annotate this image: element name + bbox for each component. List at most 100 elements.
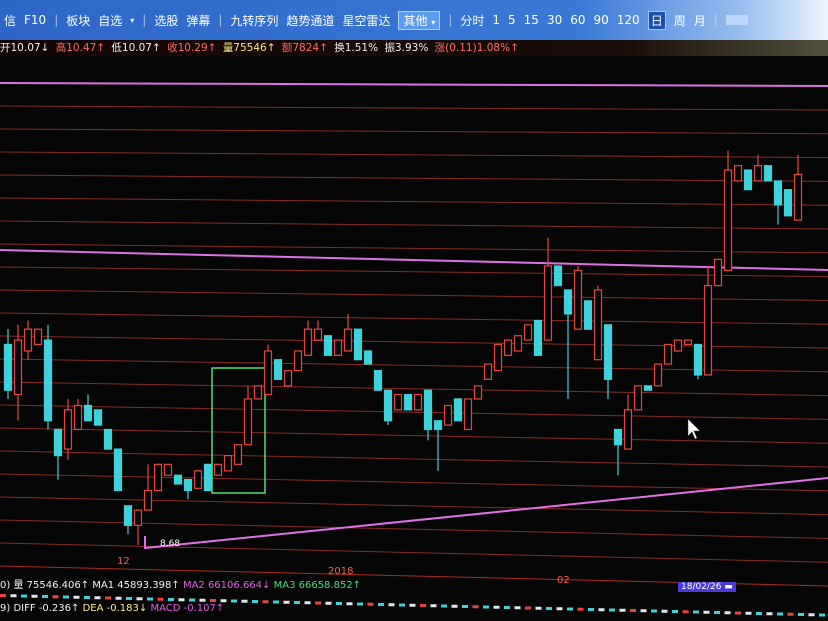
volume-dot <box>147 597 153 601</box>
candle-body <box>783 189 793 217</box>
toolbar-danmaku[interactable]: 弹幕 <box>186 13 211 28</box>
candle <box>663 343 673 365</box>
candle-body <box>103 428 113 450</box>
period-60min[interactable]: 60 <box>570 13 586 27</box>
volume-dot <box>588 608 594 611</box>
volume-dot <box>556 607 563 611</box>
volume-dot <box>409 603 416 607</box>
candle-body <box>543 265 553 341</box>
toolbar-watchlist[interactable]: 自选 <box>98 13 123 28</box>
volume-ma3: MA3 66658.852↑ <box>273 580 362 591</box>
candle-body <box>273 359 283 380</box>
candle <box>723 150 733 271</box>
candle-body <box>593 289 603 361</box>
candle <box>713 258 723 287</box>
candle-body <box>723 169 733 271</box>
candle <box>423 389 433 441</box>
candle-body <box>633 385 643 411</box>
candle-body <box>153 463 163 492</box>
resistance-line-top <box>0 82 828 87</box>
candle <box>143 464 153 511</box>
candle-body <box>133 509 143 526</box>
volume-dot <box>399 603 405 607</box>
grid-line <box>0 128 828 135</box>
candle-body <box>113 448 123 492</box>
volume-dot <box>651 609 657 613</box>
volume-dot <box>105 596 111 600</box>
volume-dot <box>472 605 479 609</box>
quote-change: 涨(0.11)1.08%↑ <box>434 42 519 54</box>
quote-close: 收10.29↑ <box>167 42 217 54</box>
period-month[interactable]: 月 <box>693 13 706 28</box>
volume-dot <box>336 602 342 605</box>
volume-dot <box>693 610 699 614</box>
toolbar-f10[interactable]: F10 <box>24 13 47 27</box>
candle <box>583 300 593 330</box>
candle <box>443 404 453 426</box>
candle-body <box>623 409 633 450</box>
period-120min[interactable]: 120 <box>616 13 640 27</box>
volume-dot <box>441 604 447 608</box>
volume-dot <box>357 602 363 606</box>
toolbar-stock-picker[interactable]: 选股 <box>154 13 179 28</box>
candle <box>273 359 283 380</box>
period-30min[interactable]: 30 <box>546 13 563 27</box>
volume-dot <box>262 600 269 604</box>
period-1min[interactable]: 1 <box>492 13 501 27</box>
highlight-box <box>211 367 266 494</box>
period-week[interactable]: 周 <box>673 13 686 28</box>
x-tick-2018: 2018 <box>328 566 354 577</box>
toolbar-star-radar[interactable]: 星空雷达 <box>342 13 391 28</box>
candle-body <box>493 343 503 372</box>
macd-diff: DIFF -0.236↑ <box>13 603 80 614</box>
toolbar-nine-turn[interactable]: 九转序列 <box>230 13 279 28</box>
candle <box>23 320 33 360</box>
volume-dot <box>525 606 531 610</box>
other-select[interactable]: 其他 ▾ <box>398 10 441 30</box>
period-90min[interactable]: 90 <box>593 13 609 27</box>
candle-body <box>613 428 623 446</box>
candle-body <box>53 428 63 457</box>
candle-body <box>323 335 333 356</box>
candle-body <box>293 350 303 372</box>
candle <box>433 420 443 471</box>
candle <box>733 165 743 182</box>
period-intraday[interactable]: 分时 <box>460 13 485 28</box>
candlestick-chart[interactable] <box>0 56 828 621</box>
toolbar-extra-button[interactable] <box>725 15 748 25</box>
volume-dot <box>304 601 311 605</box>
toolbar-info[interactable]: 信 <box>4 13 17 28</box>
candle <box>173 474 183 485</box>
volume-dot <box>682 610 689 614</box>
grid-line <box>0 358 828 373</box>
quote-low: 低10.07↑ <box>111 42 161 54</box>
candle <box>373 370 383 391</box>
candle-body <box>673 339 683 352</box>
volume-dot <box>735 611 741 615</box>
candle-body <box>463 398 473 431</box>
grid-lines <box>0 105 828 563</box>
toolbar-trend-channel[interactable]: 趋势通道 <box>286 13 335 28</box>
candle-body <box>193 470 203 489</box>
candle-body <box>383 389 393 422</box>
candle-body <box>13 339 23 396</box>
candle-body <box>743 169 753 191</box>
period-day[interactable]: 日 <box>647 10 666 30</box>
volume-dot <box>493 605 500 609</box>
volume-dot <box>168 598 174 601</box>
candle-body <box>283 370 293 387</box>
volume-dot <box>73 595 80 599</box>
chevron-down-icon: ▾ <box>431 17 436 27</box>
toolbar-sector[interactable]: 板块 <box>66 13 91 28</box>
candle <box>293 350 303 372</box>
candle <box>603 324 613 399</box>
volume-dot <box>220 599 227 603</box>
period-5min[interactable]: 5 <box>508 13 516 27</box>
candle-body <box>313 328 323 341</box>
period-15min[interactable]: 15 <box>523 13 539 27</box>
volume-dot <box>724 611 731 615</box>
quote-amount: 额7824↑ <box>281 42 328 54</box>
chevron-down-icon[interactable]: ▾ <box>130 15 135 25</box>
volume-dot <box>346 602 353 606</box>
candle-body <box>393 393 403 411</box>
